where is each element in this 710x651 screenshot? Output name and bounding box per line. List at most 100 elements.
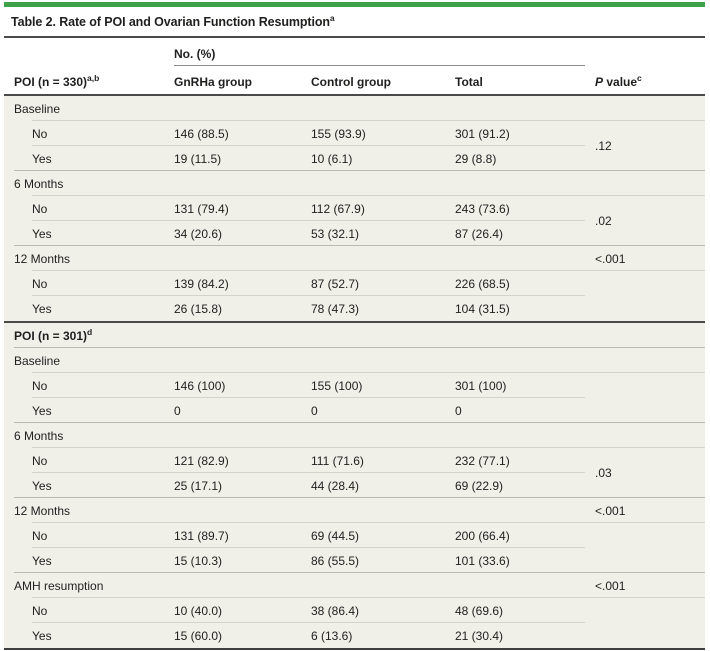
cell-total: 226 (68.5) [445,271,585,296]
cell-control: 69 (44.5) [301,523,445,548]
cell-control [301,423,445,448]
cell-total: 200 (66.4) [445,523,585,548]
pvalue-text: value [603,75,638,89]
cell-total [445,423,585,448]
row-label: 6 Months [4,171,164,196]
cell-control [301,348,445,373]
cell-control [301,171,445,196]
table-row: No 139 (84.2) 87 (52.7) 226 (68.5) [4,271,705,321]
table-title: Table 2. Rate of POI and Ovarian Functio… [4,7,705,38]
cell-total: 48 (69.6) [445,598,585,623]
cell-total: 104 (31.5) [445,296,585,321]
cell-gnrha [164,498,301,523]
table-row: Yes 19 (11.5) 10 (6.1) 29 (8.8) [4,146,705,171]
col-header-pvalue: P valuec [585,66,705,96]
cell-gnrha: 146 (100) [164,373,301,398]
header-row-spanner: POI (n = 330)a,b No. (%) [4,38,705,96]
cell-total: 301 (100) [445,373,585,398]
cell-pvalue: .02 [585,196,705,246]
table-row: Yes 0 0 0 [4,398,705,423]
cell-pvalue: <.001 [585,498,705,523]
cell-gnrha: 10 (40.0) [164,598,301,623]
cell-control: 38 (86.4) [301,598,445,623]
cell-total: 0 [445,398,585,423]
cell-gnrha [164,171,301,196]
table-title-text: Table 2. Rate of POI and Ovarian Functio… [11,15,330,29]
cell-total: 29 (8.8) [445,146,585,171]
cell-gnrha [164,96,301,121]
table-row: 6 Months [4,171,705,196]
cell-pvalue [585,271,705,321]
row-label: Yes [4,473,164,498]
cell-pvalue [585,423,705,448]
col-header-control: Control group [301,66,445,96]
cell-gnrha: 34 (20.6) [164,221,301,246]
cell-pvalue [585,598,705,648]
footnote-marker: a,b [87,73,100,83]
cell-control: 111 (71.6) [301,448,445,473]
row-label: No [4,121,164,146]
cell-total: 87 (26.4) [445,221,585,246]
table-row: POI (n = 301)d [4,321,705,348]
row-label: Yes [4,221,164,246]
cell-gnrha: 26 (15.8) [164,296,301,321]
row-label: POI (n = 301)d [4,321,164,348]
cell-gnrha: 19 (11.5) [164,146,301,171]
spanner-header-text: No. (%) [174,47,216,61]
row-label: Yes [4,548,164,573]
cell-control: 86 (55.5) [301,548,445,573]
table-row: No 10 (40.0) 38 (86.4) 48 (69.6) [4,598,705,648]
row-label: Yes [4,398,164,423]
row-label: 12 Months [4,246,164,271]
row-label: Yes [4,146,164,171]
cell-gnrha: 15 (60.0) [164,623,301,648]
cell-control [301,246,445,271]
cell-pvalue: <.001 [585,573,705,598]
spanner-underline: No. (%) [174,47,585,66]
cell-gnrha: 0 [164,398,301,423]
table-header: POI (n = 330)a,b No. (%) GnRHa group Con… [4,38,705,96]
cell-total [445,246,585,271]
row-label: AMH resumption [4,573,164,598]
row-label: Baseline [4,348,164,373]
cell-gnrha [164,348,301,373]
cell-gnrha: 139 (84.2) [164,271,301,296]
cell-pvalue: .03 [585,448,705,498]
table-row: Yes 26 (15.8) 78 (47.3) 104 (31.5) [4,296,705,321]
cell-control [301,498,445,523]
footnote-marker: c [637,73,642,83]
cell-pvalue [585,348,705,373]
cell-control: 112 (67.9) [301,196,445,221]
table-row: AMH resumption <.001 [4,573,705,598]
cell-control: 78 (47.3) [301,296,445,321]
cell-control [301,573,445,598]
cell-gnrha: 131 (79.4) [164,196,301,221]
cell-gnrha [164,246,301,271]
cell-total: 243 (73.6) [445,196,585,221]
cell-total [445,348,585,373]
cell-pvalue [585,96,705,121]
col-header-gnrha: GnRHa group [164,66,301,96]
row-label: No [4,196,164,221]
table-row: 12 Months <.001 [4,498,705,523]
table-row: No 146 (100) 155 (100) 301 (100) [4,373,705,423]
row-label: No [4,271,164,296]
row-label: 6 Months [4,423,164,448]
table-row: No 121 (82.9) 111 (71.6) 232 (77.1) .03 [4,448,705,498]
table-row: No 131 (79.4) 112 (67.9) 243 (73.6) .02 [4,196,705,246]
cell-pvalue [585,321,705,348]
cell-control: 155 (100) [301,373,445,398]
cell-gnrha: 121 (82.9) [164,448,301,473]
table-row: Yes 15 (60.0) 6 (13.6) 21 (30.4) [4,623,705,648]
footnote-marker: d [87,326,93,337]
table-row: No 146 (88.5) 155 (93.9) 301 (91.2) .12 [4,121,705,171]
cell-control: 87 (52.7) [301,271,445,296]
cell-gnrha: 146 (88.5) [164,121,301,146]
cell-control: 0 [301,398,445,423]
cell-pvalue: <.001 [585,246,705,271]
cell-total [445,573,585,598]
row-label: Yes [4,623,164,648]
cell-pvalue: .12 [585,121,705,171]
cell-control: 6 (13.6) [301,623,445,648]
row-label: 12 Months [4,498,164,523]
